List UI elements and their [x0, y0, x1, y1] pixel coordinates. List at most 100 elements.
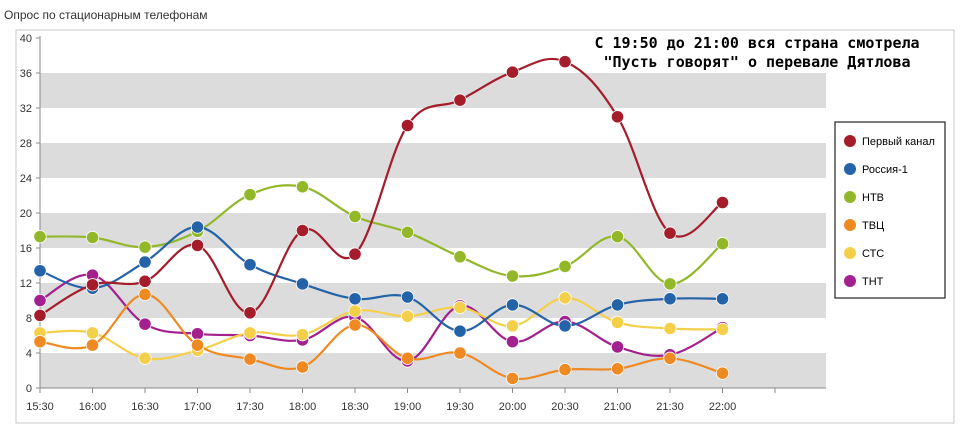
annotation: С 19:50 до 21:00 вся страна смотрела "Пу… — [594, 34, 919, 71]
annotation-line-1: С 19:50 до 21:00 вся страна смотрела — [594, 34, 919, 52]
data-point — [33, 335, 47, 349]
y-tick-label: 12 — [20, 278, 32, 290]
legend-label: ТНТ — [862, 276, 884, 288]
chart-title: Опрос по стационарным телефонам — [4, 8, 208, 22]
x-tick-label: 22:00 — [709, 401, 737, 413]
data-point — [505, 319, 520, 333]
series-points — [33, 55, 730, 385]
data-point — [85, 278, 100, 292]
annotation-line-2: "Пусть говорят" о перевале Дятлова — [603, 53, 910, 71]
x-tick-label: 19:00 — [394, 401, 422, 413]
data-point — [348, 304, 362, 318]
data-point — [190, 238, 205, 252]
data-point — [663, 226, 677, 240]
data-point — [505, 269, 520, 283]
data-point — [558, 259, 572, 273]
y-tick-label: 40 — [20, 33, 32, 45]
data-point — [138, 274, 152, 288]
legend: Первый канал Россия-1 НТВ ТВЦ СТС ТНТ — [834, 121, 946, 299]
data-point — [610, 298, 625, 312]
data-point — [85, 326, 100, 340]
y-tick-label: 20 — [20, 208, 32, 220]
data-point — [243, 326, 257, 340]
legend-marker — [844, 247, 856, 259]
legend-label: СТС — [862, 248, 884, 260]
data-point — [663, 321, 677, 336]
data-point — [138, 351, 152, 365]
data-point — [243, 352, 257, 366]
grid-band — [40, 353, 826, 388]
data-point — [505, 298, 520, 312]
y-tick-label: 36 — [20, 68, 32, 80]
data-point — [610, 315, 625, 329]
y-tick-label: 0 — [26, 383, 32, 395]
y-tick-label: 16 — [20, 243, 32, 255]
data-point — [33, 230, 47, 244]
data-point — [138, 240, 152, 254]
x-tick-label: 18:30 — [341, 401, 369, 413]
data-point — [295, 180, 310, 194]
legend-marker — [844, 191, 856, 203]
data-point — [348, 318, 362, 332]
x-tick-label: 17:00 — [184, 401, 212, 413]
legend-marker — [844, 275, 856, 287]
data-point — [453, 300, 467, 315]
legend-marker — [844, 219, 856, 231]
data-point — [33, 293, 47, 308]
data-point — [505, 371, 520, 385]
data-point — [558, 291, 572, 305]
data-point — [558, 55, 572, 69]
data-point — [295, 328, 310, 342]
data-point — [243, 306, 257, 320]
x-tick-label: 19:30 — [446, 401, 474, 413]
data-point — [610, 230, 625, 244]
data-point — [558, 319, 572, 333]
data-point — [348, 292, 362, 306]
data-point — [663, 351, 677, 365]
y-tick-label: 32 — [20, 103, 32, 115]
y-axis-tick-labels: 0 4 8 12 16 20 24 28 32 36 40 — [20, 33, 32, 395]
x-tick-label: 15:30 — [26, 401, 54, 413]
data-point — [400, 118, 415, 133]
data-point — [138, 317, 152, 331]
data-point — [400, 290, 415, 304]
legend-label: ТВЦ — [862, 220, 884, 232]
data-point — [243, 258, 257, 272]
data-point — [610, 362, 625, 376]
data-point — [715, 322, 730, 336]
data-point — [190, 327, 205, 341]
y-tick-label: 24 — [20, 173, 32, 185]
data-point — [453, 324, 467, 338]
x-axis-tick-labels: 15:30 16:00 16:30 17:00 17:30 18:00 18:30 19:00… — [26, 401, 736, 413]
data-point — [295, 223, 310, 238]
x-tick-label: 17:30 — [236, 401, 264, 413]
data-point — [85, 338, 100, 352]
data-point — [453, 250, 467, 264]
data-point — [348, 209, 362, 224]
grid-band — [40, 73, 826, 108]
legend-box — [834, 121, 946, 299]
legend-label: НТВ — [862, 192, 884, 204]
data-point — [138, 255, 152, 269]
data-point — [400, 351, 415, 365]
data-point — [453, 93, 467, 107]
x-tick-label: 20:00 — [499, 401, 527, 413]
legend-marker — [844, 163, 856, 175]
x-tick-label: 21:30 — [656, 401, 684, 413]
data-point — [85, 230, 100, 245]
x-tick-label: 16:30 — [131, 401, 159, 413]
data-point — [138, 287, 152, 301]
legend-label: Россия-1 — [862, 164, 908, 176]
y-tick-label: 8 — [26, 313, 32, 325]
data-point — [33, 264, 47, 278]
data-point — [348, 247, 362, 261]
data-point — [715, 292, 730, 306]
y-tick-label: 28 — [20, 138, 32, 150]
x-tick-label: 16:00 — [79, 401, 107, 413]
data-point — [663, 292, 677, 306]
data-point — [33, 308, 47, 322]
data-point — [190, 220, 205, 234]
data-point — [295, 360, 310, 374]
